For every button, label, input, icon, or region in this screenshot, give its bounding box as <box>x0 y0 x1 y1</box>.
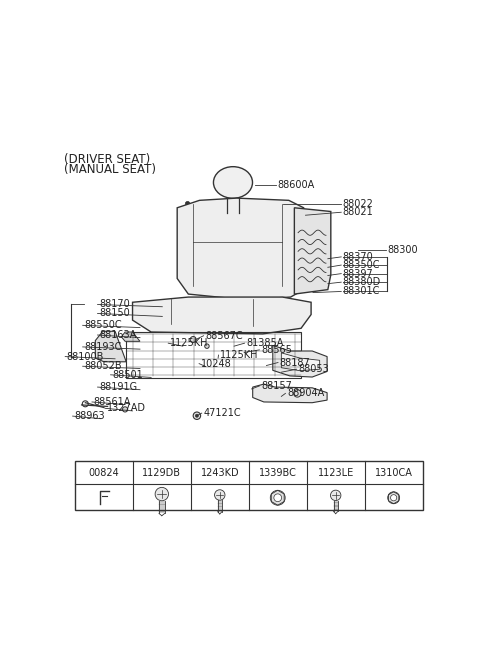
Polygon shape <box>132 297 311 334</box>
Polygon shape <box>273 346 327 377</box>
Text: 88501: 88501 <box>112 370 143 380</box>
Text: 88561A: 88561A <box>94 397 131 407</box>
Text: 88567C: 88567C <box>205 331 243 340</box>
Text: 88904A: 88904A <box>287 388 324 398</box>
Ellipse shape <box>214 167 252 198</box>
Text: 1327AD: 1327AD <box>107 403 145 413</box>
Text: 88150: 88150 <box>99 308 130 318</box>
Text: 1125KH: 1125KH <box>170 338 208 348</box>
Circle shape <box>122 407 128 412</box>
Polygon shape <box>121 332 140 341</box>
Circle shape <box>215 490 225 500</box>
Text: 81385A: 81385A <box>246 338 283 348</box>
Text: 88191G: 88191G <box>99 382 137 392</box>
Text: 88963: 88963 <box>74 411 105 421</box>
Text: 88300: 88300 <box>387 245 418 255</box>
Circle shape <box>274 494 282 502</box>
Bar <box>75 461 423 510</box>
Text: 88380D: 88380D <box>343 277 381 287</box>
Text: 88565: 88565 <box>261 345 292 355</box>
Text: 88170: 88170 <box>99 300 130 310</box>
Circle shape <box>331 490 341 501</box>
Text: 88022: 88022 <box>343 199 373 209</box>
Circle shape <box>190 337 196 342</box>
Circle shape <box>204 344 209 348</box>
Text: (DRIVER SEAT): (DRIVER SEAT) <box>64 154 150 167</box>
Circle shape <box>195 414 198 417</box>
Circle shape <box>391 495 397 501</box>
Circle shape <box>185 201 190 206</box>
Text: 88187: 88187 <box>279 358 310 367</box>
Text: 88021: 88021 <box>343 207 373 217</box>
Circle shape <box>155 487 168 501</box>
Text: 88100B: 88100B <box>67 352 104 361</box>
Text: 1125KH: 1125KH <box>220 350 258 360</box>
Text: 1123LE: 1123LE <box>318 468 354 478</box>
Circle shape <box>270 490 285 505</box>
Text: 88550C: 88550C <box>84 320 122 331</box>
Text: 88301C: 88301C <box>343 287 380 297</box>
Text: (MANUAL SEAT): (MANUAL SEAT) <box>64 163 156 176</box>
Text: 1310CA: 1310CA <box>375 468 413 478</box>
Text: 88053: 88053 <box>298 364 329 374</box>
Text: 88052B: 88052B <box>84 361 122 371</box>
Text: 10248: 10248 <box>201 359 231 369</box>
Polygon shape <box>252 384 327 403</box>
Text: 00824: 00824 <box>88 468 119 478</box>
Polygon shape <box>96 331 126 362</box>
Text: 1243KD: 1243KD <box>201 468 239 478</box>
Text: 88350C: 88350C <box>343 260 380 270</box>
Text: 88397: 88397 <box>343 268 373 279</box>
Text: 88600A: 88600A <box>277 180 315 190</box>
Text: 88193C: 88193C <box>84 342 121 352</box>
Text: 88370: 88370 <box>343 252 373 262</box>
Text: 47121C: 47121C <box>203 408 241 418</box>
Polygon shape <box>281 353 320 371</box>
Circle shape <box>193 412 201 419</box>
Polygon shape <box>294 208 331 294</box>
Text: 1339BC: 1339BC <box>259 468 297 478</box>
Text: 1129DB: 1129DB <box>142 468 181 478</box>
Polygon shape <box>177 198 307 300</box>
Text: 88163A: 88163A <box>99 330 136 340</box>
Text: 88157: 88157 <box>261 381 292 391</box>
Circle shape <box>294 390 301 397</box>
Circle shape <box>388 492 399 504</box>
